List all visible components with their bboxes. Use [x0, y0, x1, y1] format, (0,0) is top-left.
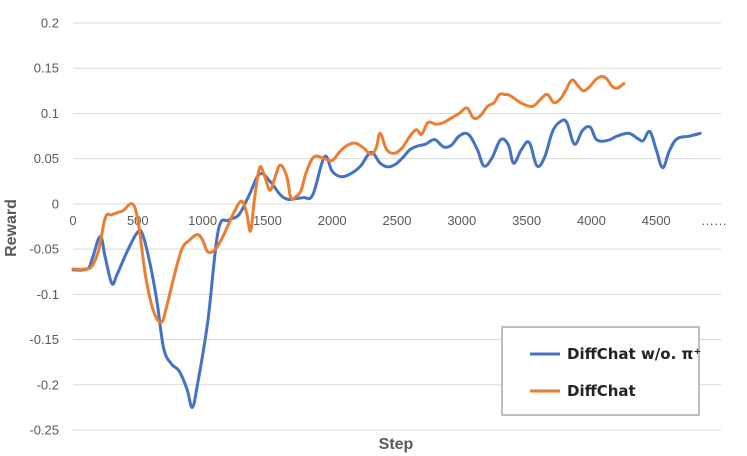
x-tick-label: 3500: [512, 213, 541, 228]
y-axis-title: Reward: [3, 199, 20, 257]
series-line-diffchat: [71, 74, 626, 324]
x-tick-label: 1000: [188, 213, 217, 228]
x-tick-label: 1500: [253, 213, 282, 228]
x-tick-label: 2000: [318, 213, 347, 228]
y-tick-label: -0.2: [37, 377, 59, 392]
x-tick-label: 0: [69, 213, 76, 228]
x-tick-label: ……: [701, 213, 727, 228]
x-axis-tick-labels: 0 500 1000 1500 2000 2500 3000 3500 4000 4500……: [69, 213, 727, 228]
y-tick-label: 0.1: [41, 106, 59, 121]
y-tick-label: 0.05: [34, 151, 59, 166]
y-axis-tick-labels: 0.2 0.15 0.1 0.05 0 -0.05 -0.1 -0.15 -0.2 -0.25: [29, 16, 59, 438]
y-tick-label: -0.1: [37, 287, 59, 302]
y-tick-label: -0.05: [29, 242, 59, 257]
legend: DiffChat w/o. π⁺ DiffChat: [501, 326, 701, 416]
series-line-diffchat-w-o: [71, 118, 702, 409]
x-tick-label: 2500: [383, 213, 412, 228]
y-tick-label: 0: [52, 196, 59, 211]
y-tick-label: 0.15: [34, 61, 59, 76]
series-lines: [71, 74, 702, 409]
y-tick-label: -0.15: [29, 332, 59, 347]
x-tick-label: 3000: [447, 213, 476, 228]
y-tick-label: 0.2: [41, 16, 59, 31]
x-tick-label: 4000: [577, 213, 606, 228]
x-tick-label: 4500: [642, 213, 671, 228]
legend-box: [501, 326, 700, 416]
legend-label-diffchat-wo: DiffChat w/o. π⁺: [567, 345, 701, 363]
y-tick-label: -0.25: [29, 423, 59, 438]
legend-label-diffchat: DiffChat: [567, 382, 636, 400]
x-axis-title: Step: [379, 436, 414, 453]
